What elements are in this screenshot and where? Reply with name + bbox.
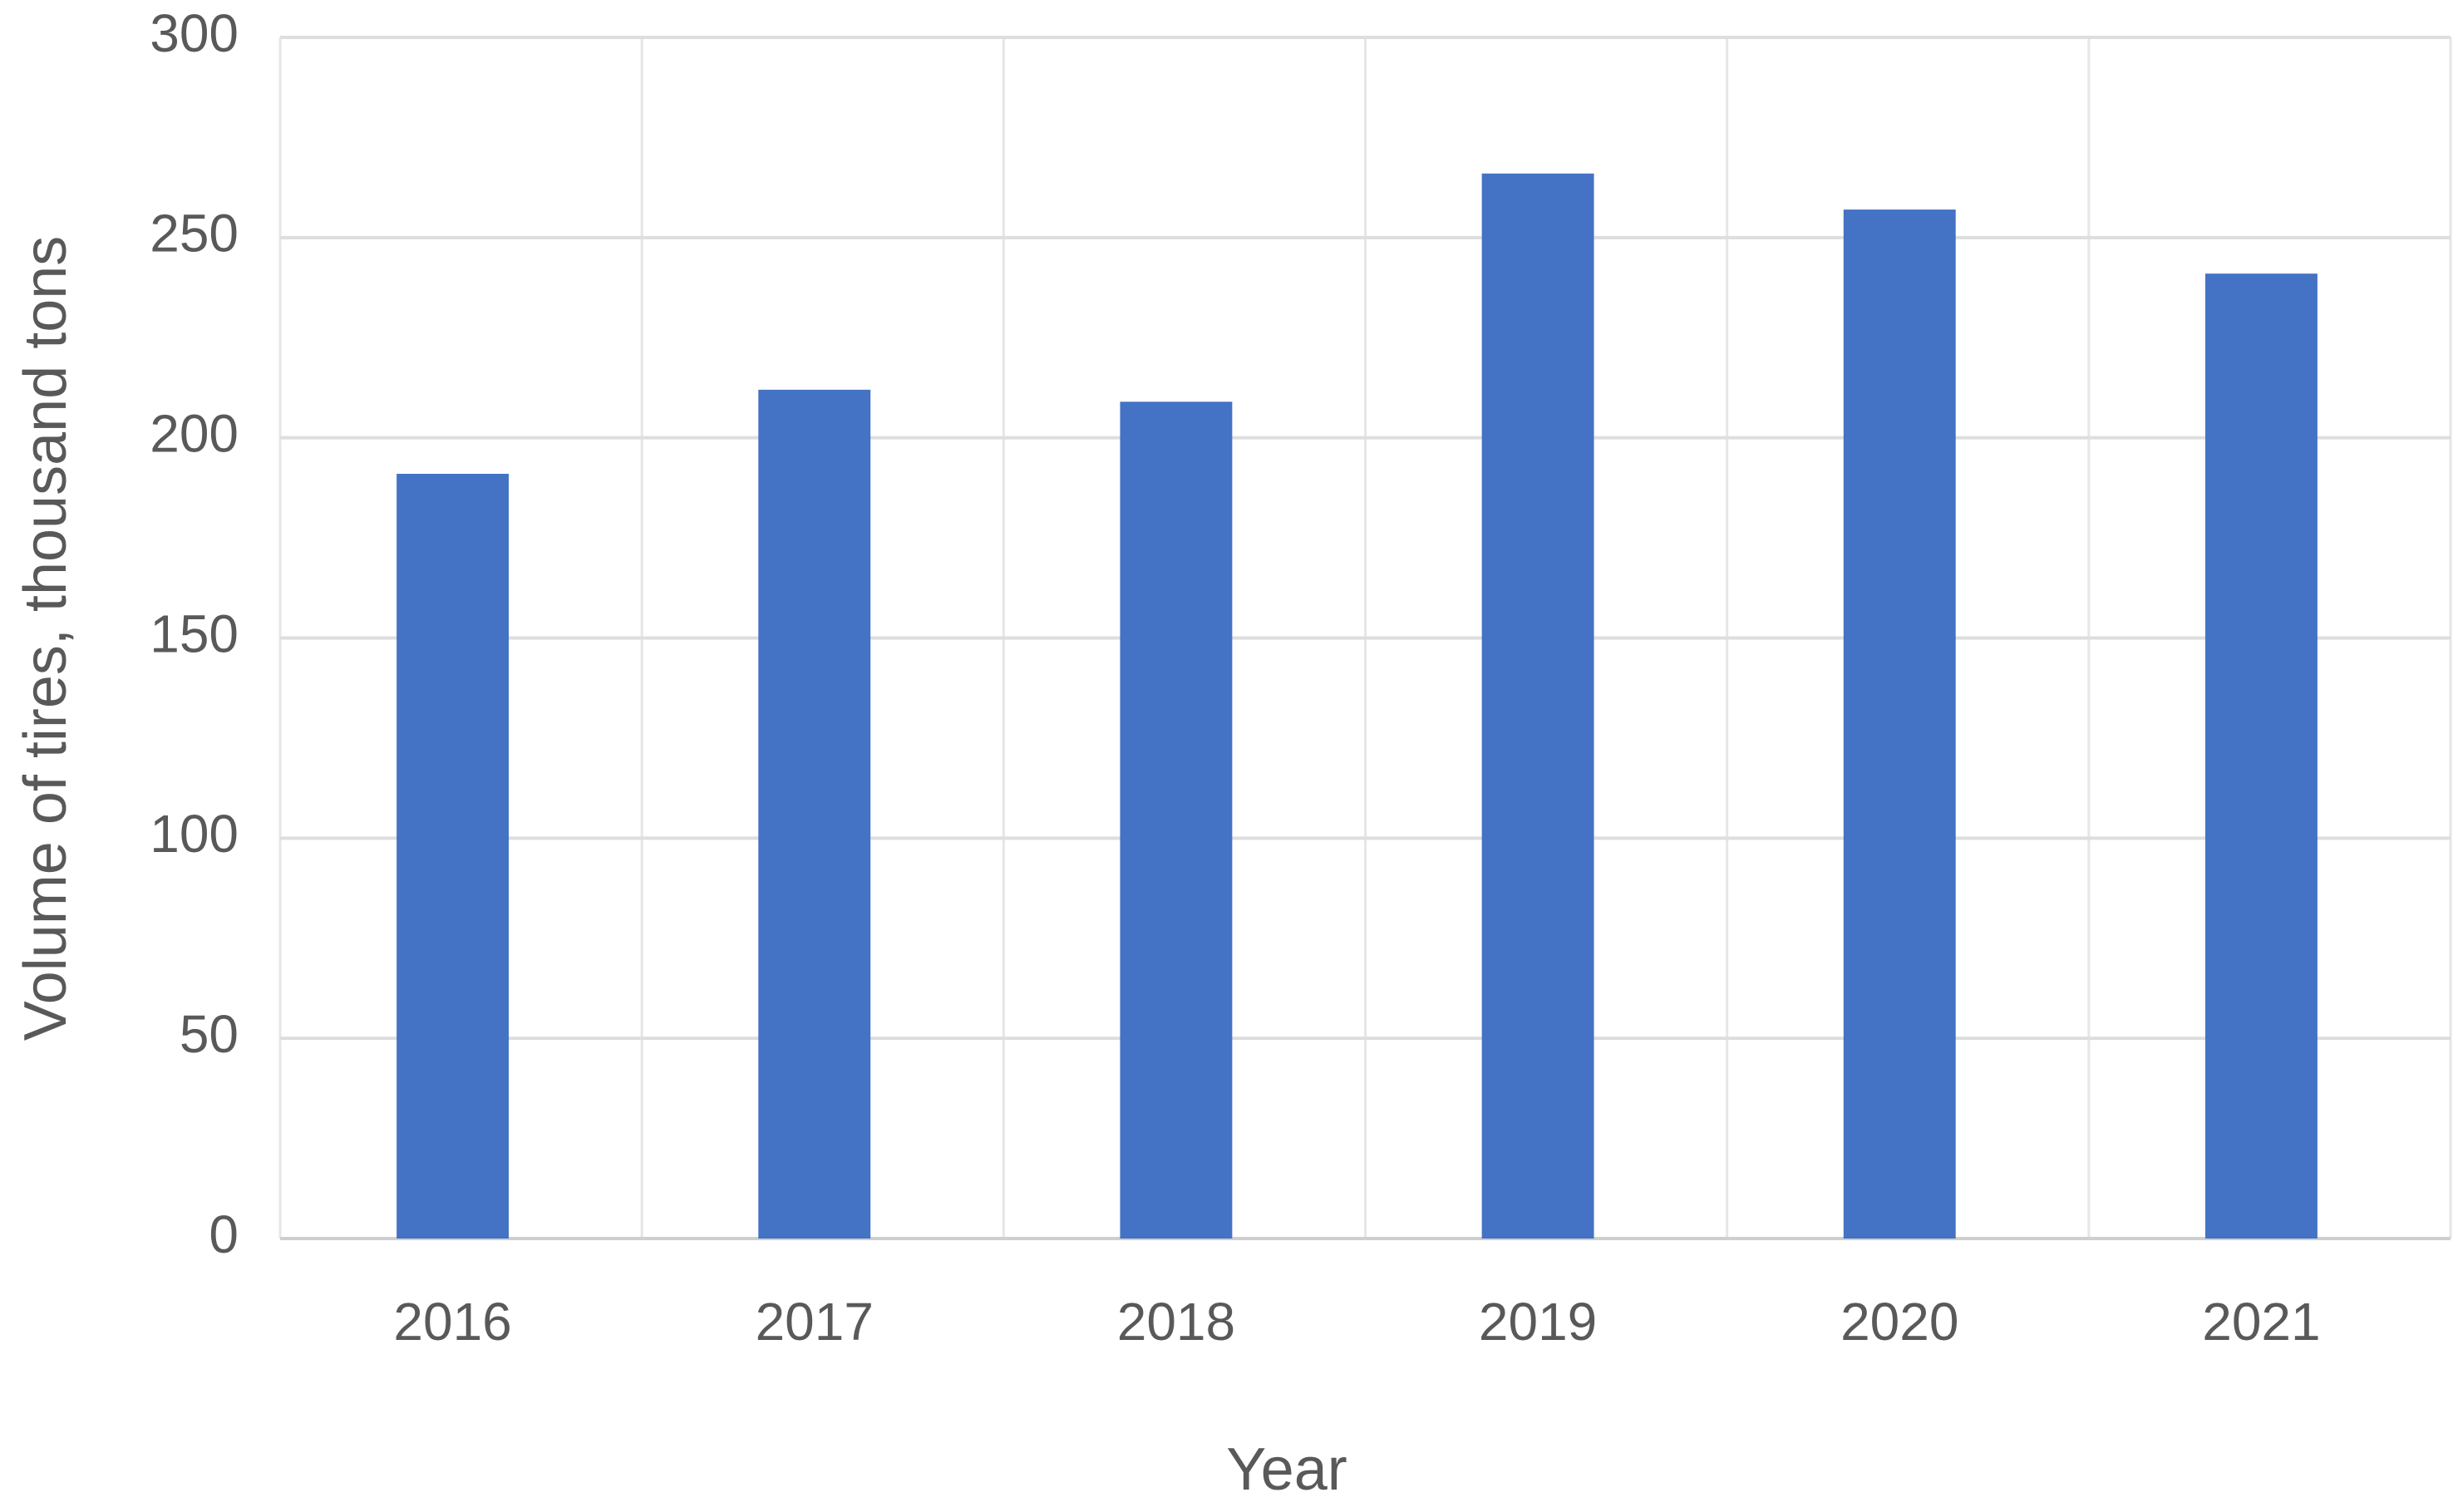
bar (2204, 273, 2318, 1239)
x-tick-label: 2020 (1840, 1292, 1958, 1352)
y-tick-label: 200 (150, 404, 239, 464)
x-tick-label: 2018 (1117, 1292, 1235, 1352)
y-tick-label: 250 (150, 204, 239, 263)
bar (758, 389, 871, 1239)
x-tick-label: 2019 (1479, 1292, 1597, 1352)
y-tick-label: 50 (180, 1004, 239, 1064)
y-tick-label: 150 (150, 603, 239, 663)
y-tick-label: 300 (150, 3, 239, 63)
y-tick-label: 0 (209, 1204, 239, 1264)
x-tick-label: 2016 (393, 1292, 511, 1352)
x-axis-title: Year (1226, 1436, 1347, 1503)
bar (1481, 173, 1594, 1239)
bar (397, 474, 510, 1239)
y-axis-title: Volume of tires, thousand tons (12, 236, 79, 1042)
x-tick-label: 2021 (2202, 1292, 2320, 1352)
y-tick-label: 100 (150, 804, 239, 864)
bar (1843, 209, 1956, 1239)
x-tick-label: 2017 (756, 1292, 874, 1352)
bar (1120, 401, 1233, 1239)
